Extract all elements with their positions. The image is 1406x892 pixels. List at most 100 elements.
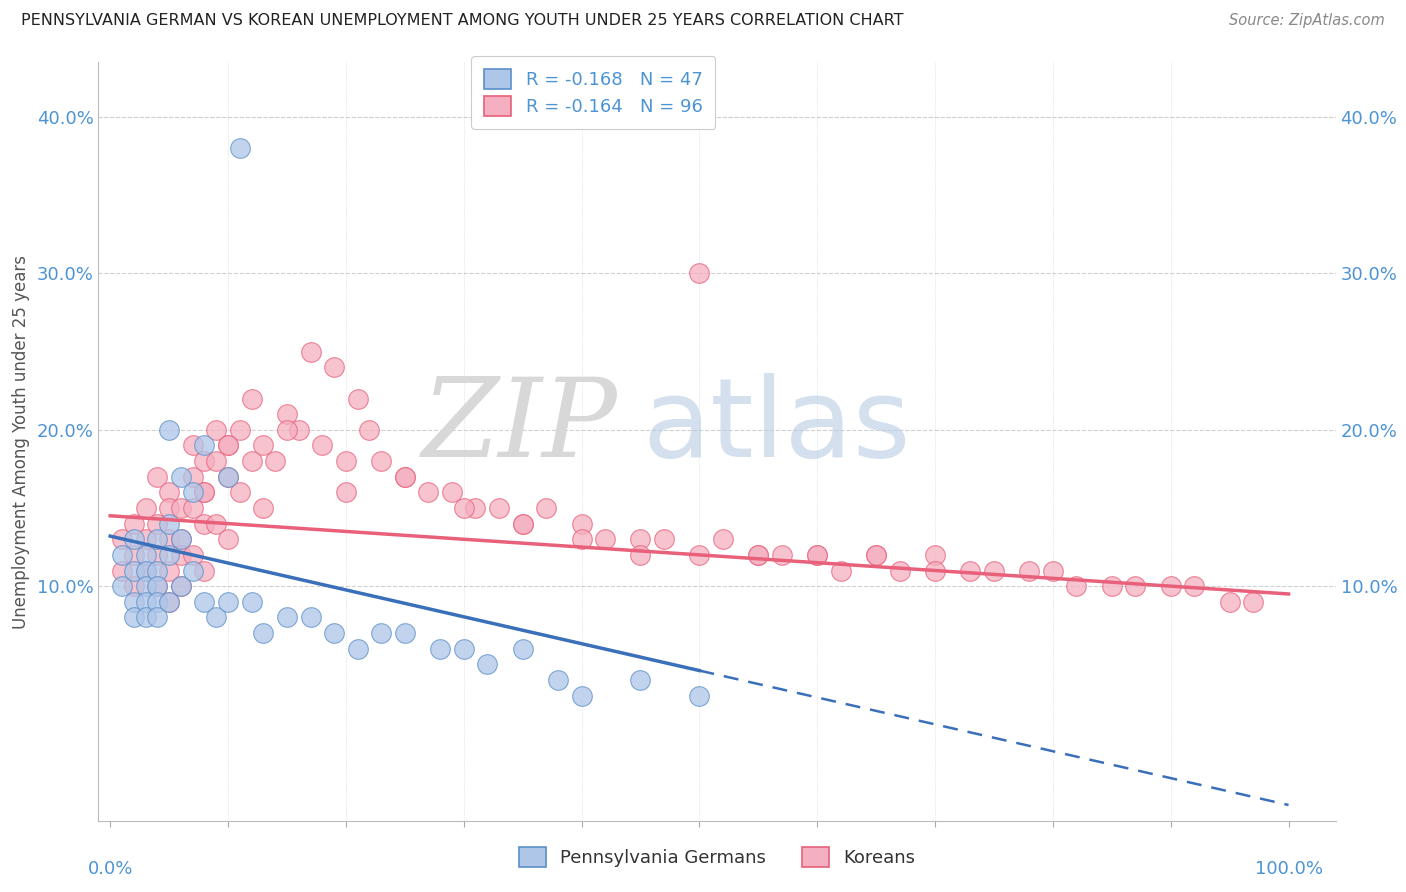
Point — [512, 641, 534, 656]
Point — [135, 533, 157, 547]
Point — [122, 548, 145, 562]
Point — [122, 595, 145, 609]
Point — [652, 533, 675, 547]
Point — [170, 469, 193, 483]
Point — [111, 548, 134, 562]
Point — [146, 533, 169, 547]
Point — [512, 516, 534, 531]
Point — [146, 516, 169, 531]
Point — [983, 564, 1005, 578]
Point — [217, 469, 239, 483]
Point — [111, 564, 134, 578]
Point — [630, 673, 652, 687]
Point — [299, 344, 322, 359]
Point — [1101, 579, 1123, 593]
Text: atlas: atlas — [643, 373, 911, 480]
Text: ZIP: ZIP — [422, 373, 619, 480]
Point — [146, 469, 169, 483]
Point — [181, 548, 204, 562]
Point — [217, 469, 239, 483]
Point — [181, 564, 204, 578]
Point — [181, 485, 204, 500]
Point — [335, 485, 357, 500]
Point — [418, 485, 440, 500]
Point — [181, 500, 204, 515]
Point — [135, 579, 157, 593]
Point — [229, 423, 252, 437]
Point — [193, 454, 215, 468]
Point — [193, 485, 215, 500]
Point — [240, 454, 263, 468]
Point — [299, 610, 322, 624]
Point — [830, 564, 852, 578]
Point — [394, 469, 416, 483]
Point — [488, 500, 510, 515]
Y-axis label: Unemployment Among Youth under 25 years: Unemployment Among Youth under 25 years — [11, 254, 30, 629]
Point — [111, 533, 134, 547]
Point — [688, 689, 710, 703]
Point — [146, 564, 169, 578]
Point — [122, 533, 145, 547]
Point — [135, 610, 157, 624]
Text: PENNSYLVANIA GERMAN VS KOREAN UNEMPLOYMENT AMONG YOUTH UNDER 25 YEARS CORRELATIO: PENNSYLVANIA GERMAN VS KOREAN UNEMPLOYME… — [21, 13, 904, 29]
Point — [252, 626, 274, 640]
Point — [1182, 579, 1205, 593]
Point — [394, 469, 416, 483]
Point — [346, 641, 368, 656]
Point — [157, 423, 180, 437]
Point — [571, 689, 593, 703]
Point — [959, 564, 981, 578]
Point — [477, 657, 499, 672]
Point — [170, 500, 193, 515]
Point — [135, 564, 157, 578]
Point — [370, 454, 392, 468]
Point — [135, 564, 157, 578]
Point — [571, 533, 593, 547]
Point — [157, 485, 180, 500]
Point — [359, 423, 381, 437]
Point — [146, 595, 169, 609]
Point — [193, 485, 215, 500]
Point — [464, 500, 486, 515]
Point — [170, 579, 193, 593]
Point — [453, 641, 475, 656]
Point — [170, 548, 193, 562]
Point — [157, 564, 180, 578]
Point — [229, 485, 252, 500]
Legend: Pennsylvania Germans, Koreans: Pennsylvania Germans, Koreans — [509, 838, 925, 876]
Point — [276, 610, 298, 624]
Point — [135, 500, 157, 515]
Point — [264, 454, 287, 468]
Point — [429, 641, 451, 656]
Point — [240, 595, 263, 609]
Point — [111, 579, 134, 593]
Point — [205, 454, 228, 468]
Point — [547, 673, 569, 687]
Point — [806, 548, 828, 562]
Point — [205, 610, 228, 624]
Point — [1066, 579, 1088, 593]
Point — [440, 485, 463, 500]
Point — [193, 595, 215, 609]
Point — [193, 438, 215, 452]
Point — [323, 360, 346, 375]
Point — [146, 579, 169, 593]
Point — [157, 516, 180, 531]
Point — [276, 407, 298, 421]
Point — [170, 533, 193, 547]
Point — [370, 626, 392, 640]
Text: 100.0%: 100.0% — [1254, 860, 1323, 878]
Point — [889, 564, 911, 578]
Point — [630, 533, 652, 547]
Point — [1042, 564, 1064, 578]
Point — [193, 564, 215, 578]
Point — [229, 141, 252, 155]
Point — [122, 516, 145, 531]
Point — [747, 548, 769, 562]
Point — [747, 548, 769, 562]
Point — [122, 610, 145, 624]
Point — [394, 626, 416, 640]
Point — [146, 548, 169, 562]
Point — [512, 516, 534, 531]
Point — [240, 392, 263, 406]
